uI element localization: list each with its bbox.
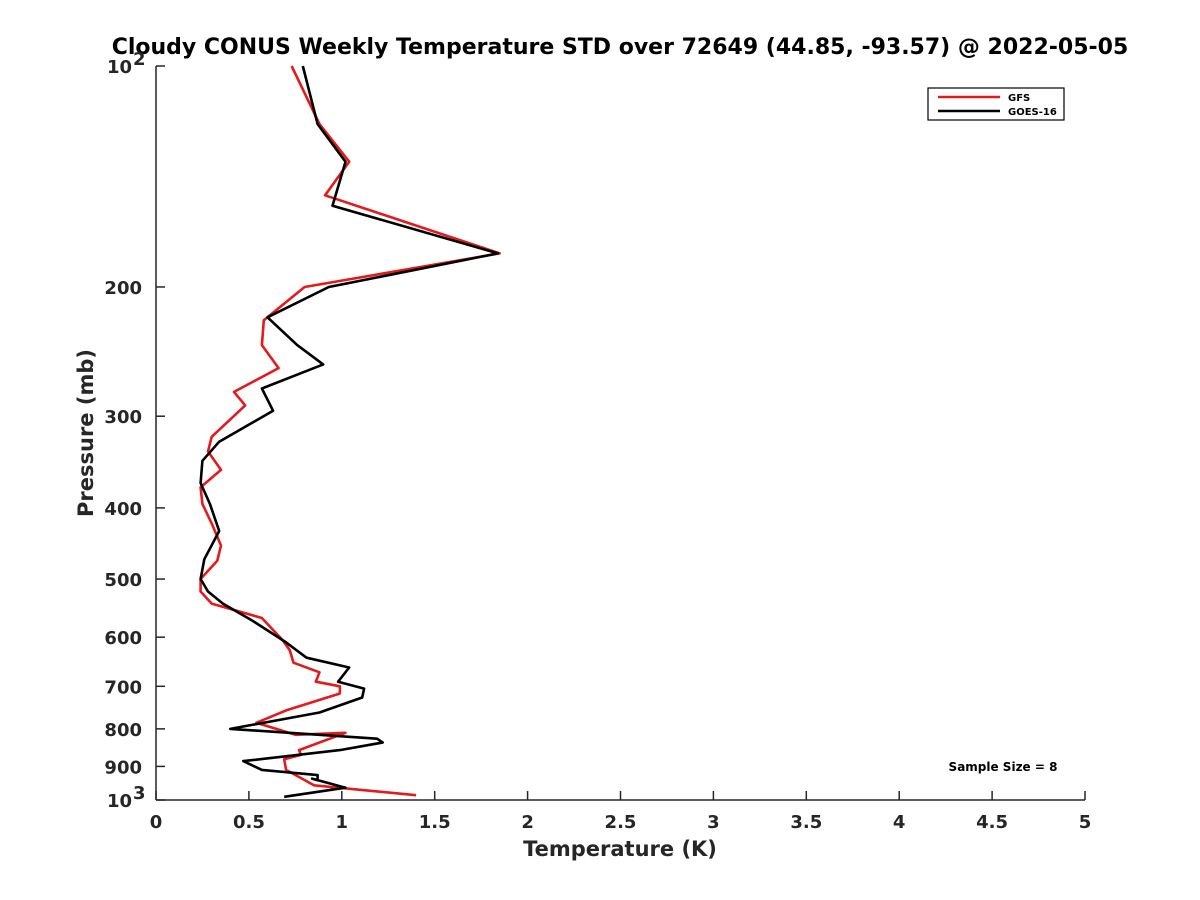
- x-tick-label: 0.5: [233, 812, 265, 833]
- y-tick-label: 700: [104, 677, 142, 698]
- y-tick-label: 10: [107, 57, 132, 78]
- x-axis-ticks: 0 0.5 1 1.5 2 2.5 3 3.5 4 4.5 5: [150, 791, 1092, 833]
- x-tick-label: 3.5: [790, 812, 822, 833]
- x-tick-label: 0: [150, 812, 163, 833]
- y-tick-label: 500: [104, 570, 142, 591]
- y-tick-label: 800: [104, 720, 142, 741]
- x-tick-label: 2: [521, 812, 534, 833]
- legend-box: [927, 87, 1065, 121]
- x-tick-label: 2.5: [605, 812, 637, 833]
- y-tick-exponent: 2: [133, 49, 146, 70]
- chart-title: Cloudy CONUS Weekly Temperature STD over…: [112, 35, 1129, 60]
- series-line-goes-16: [199, 65, 500, 799]
- x-axis-label: Temperature (K): [523, 837, 717, 861]
- y-tick-label: 200: [104, 278, 142, 299]
- y-tick-label: 10: [107, 791, 132, 812]
- x-tick-label: 4: [893, 812, 906, 833]
- legend-label: GFS: [1008, 93, 1030, 104]
- x-tick-label: 3: [707, 812, 720, 833]
- legend: GFS GOES-16: [927, 87, 1065, 121]
- y-tick-label: 400: [104, 499, 142, 520]
- y-tick-label: 600: [104, 628, 142, 649]
- x-tick-label: 1: [336, 812, 349, 833]
- sample-size-annotation: Sample Size = 8: [949, 760, 1058, 774]
- y-tick-exponent: 3: [133, 783, 146, 804]
- series-layer: [199, 65, 501, 799]
- legend-label: GOES-16: [1008, 107, 1057, 118]
- y-axis-label: Pressure (mb): [74, 349, 98, 517]
- x-tick-label: 4.5: [976, 812, 1008, 833]
- x-tick-label: 1.5: [419, 812, 451, 833]
- y-tick-label: 900: [104, 757, 142, 778]
- y-tick-label: 300: [104, 407, 142, 428]
- x-tick-label: 5: [1079, 812, 1092, 833]
